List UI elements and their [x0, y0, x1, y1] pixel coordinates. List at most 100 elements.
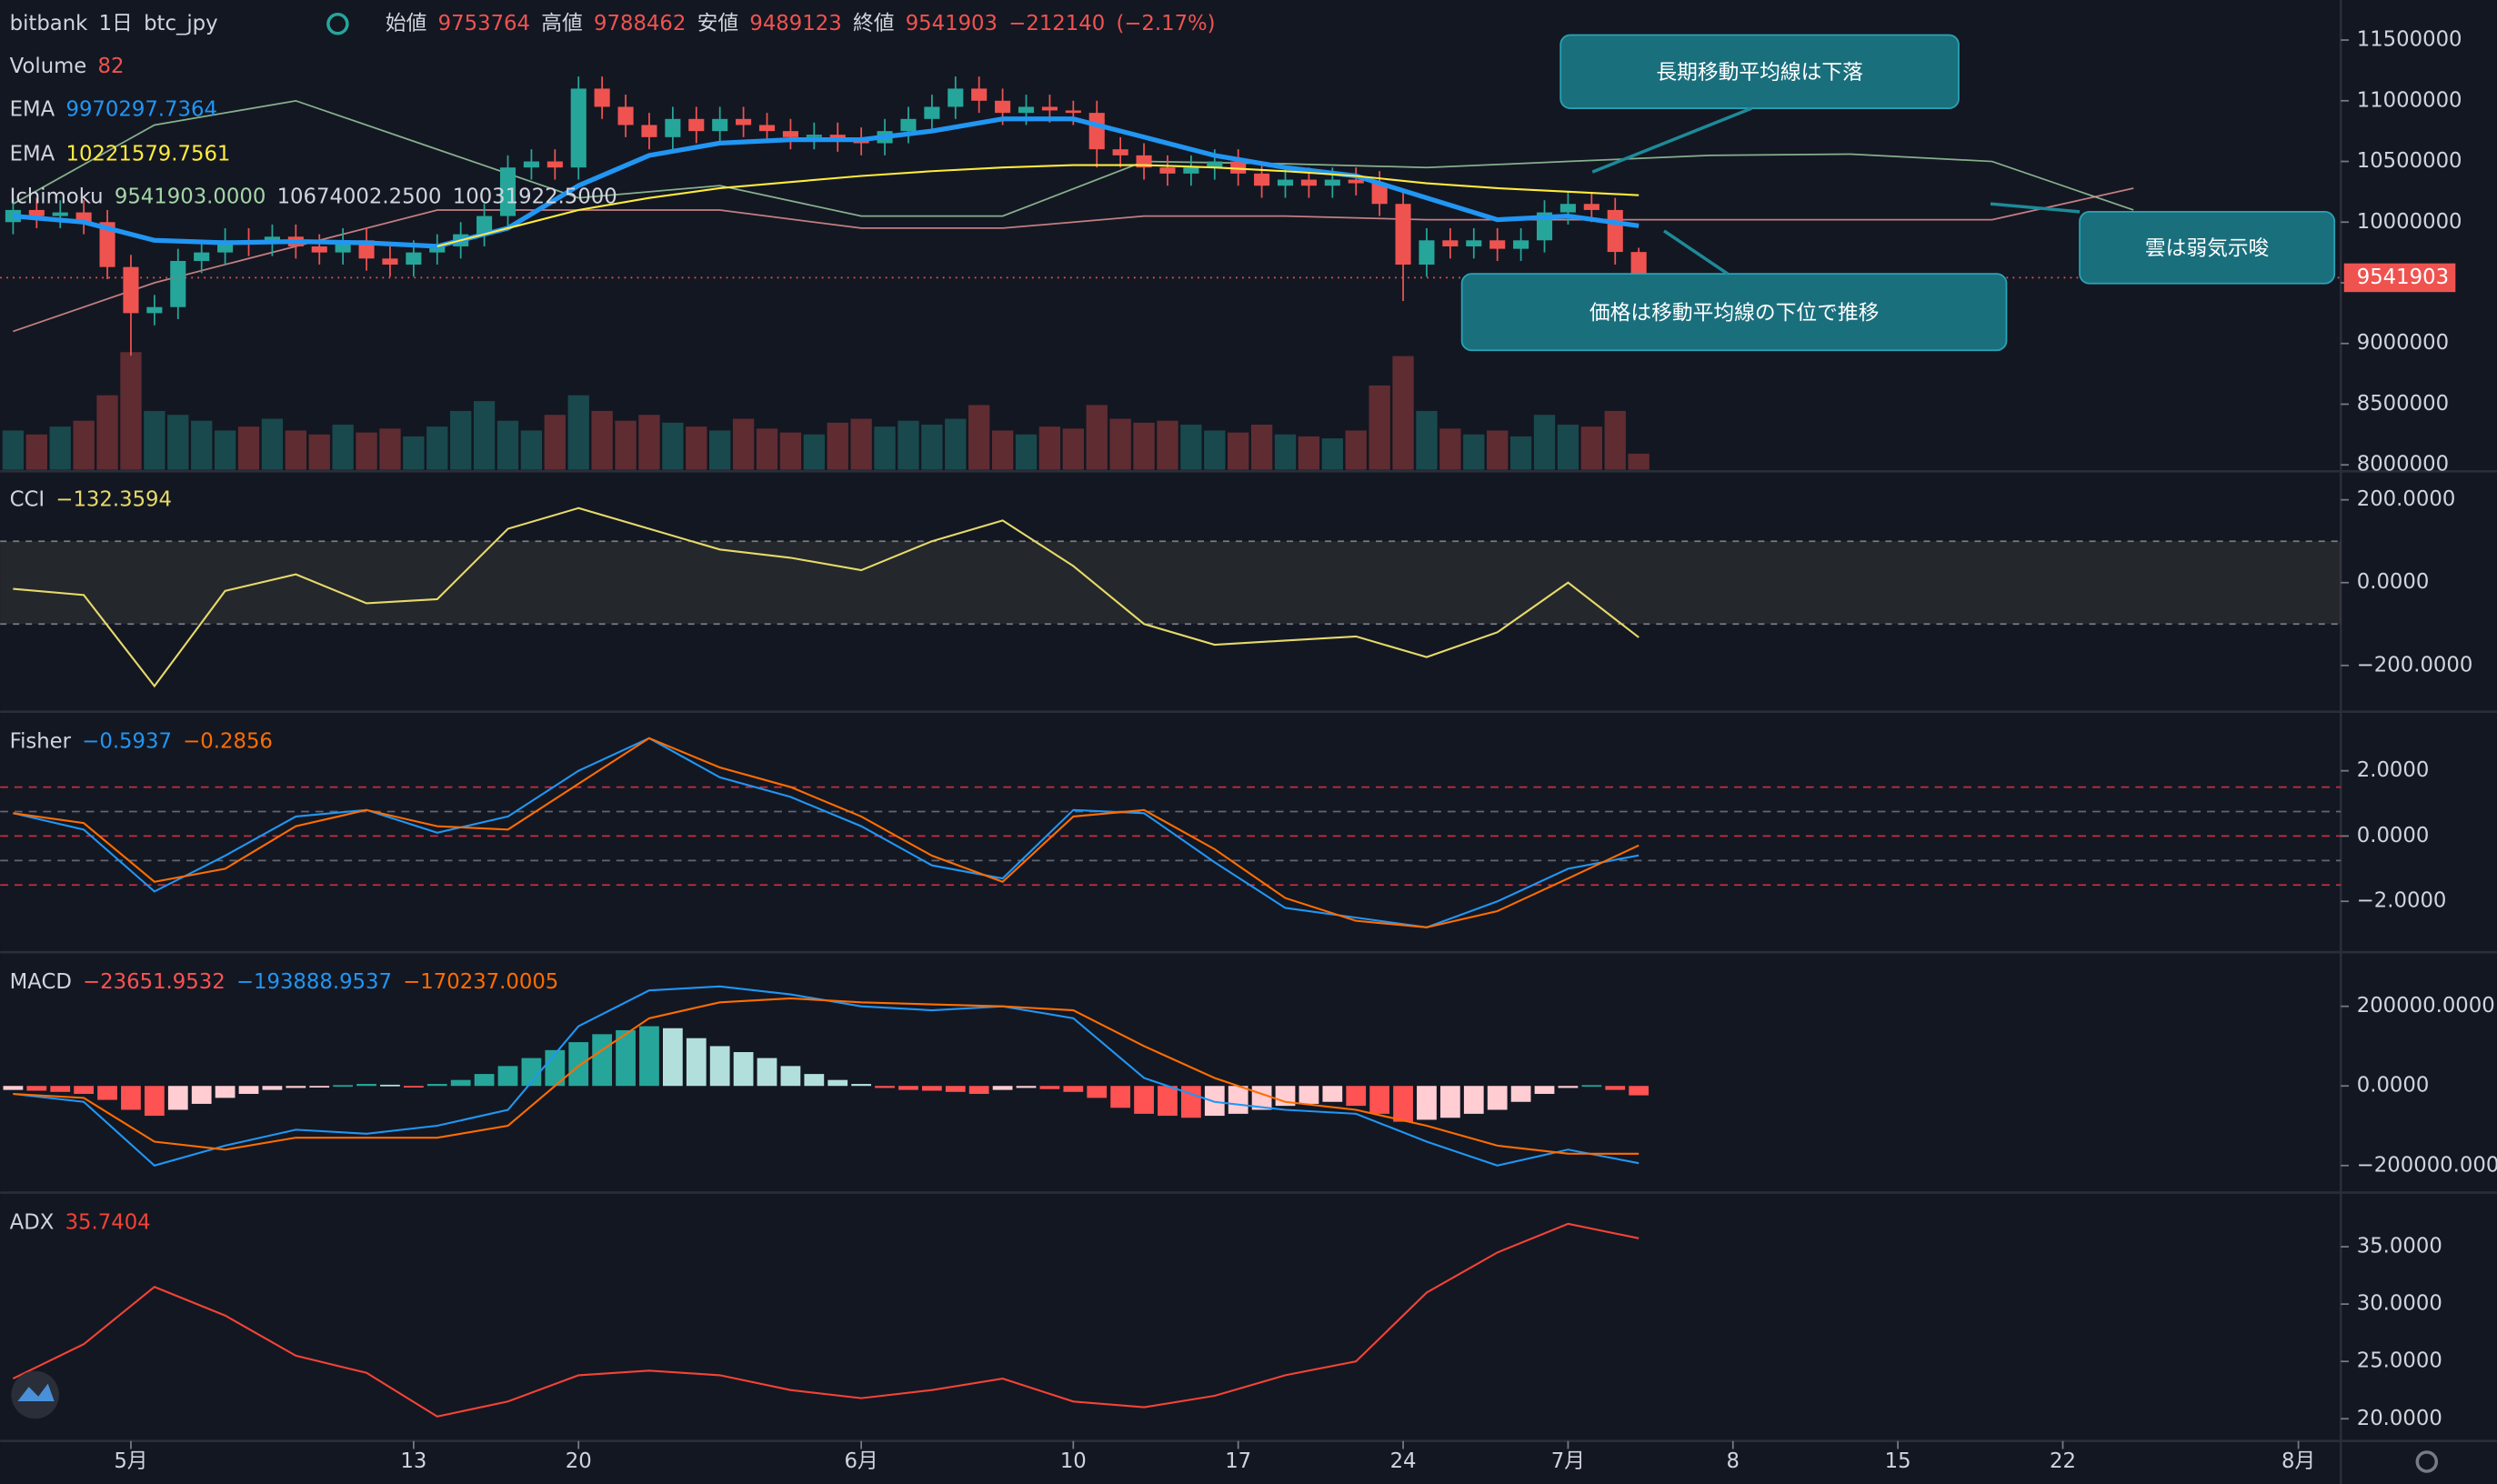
- candle-body: [1513, 240, 1529, 249]
- legend-value: 10674002.2500: [277, 186, 442, 209]
- volume-bar: [1086, 405, 1108, 470]
- candle-body: [523, 161, 539, 168]
- volume-bar: [874, 426, 896, 470]
- legend-title: EMA: [10, 142, 55, 165]
- macd-histogram-bar: [827, 1079, 848, 1087]
- candle-body: [1607, 209, 1623, 253]
- candle-body: [476, 216, 493, 235]
- candle-body: [1395, 204, 1411, 265]
- x-tick-label: 15: [1885, 1449, 1911, 1473]
- candle-body: [406, 252, 422, 265]
- annotation: 価格は移動平均線の下位で推移: [1589, 301, 1880, 325]
- legend-title: Fisher: [10, 730, 72, 754]
- y-tick-label: −2.0000: [2357, 889, 2447, 913]
- macd-histogram-bar: [356, 1084, 376, 1087]
- volume-bar: [1416, 410, 1438, 470]
- volume-bar: [1298, 436, 1320, 470]
- annotation-box: [2079, 211, 2336, 285]
- ohlc-value: 9753764: [438, 12, 530, 35]
- volume-bar: [520, 430, 543, 470]
- annotation-arrow: [1591, 106, 1752, 174]
- volume-bar: [567, 395, 589, 470]
- candle-body: [900, 118, 917, 132]
- volume-bar: [237, 426, 260, 470]
- macd-histogram-bar: [1393, 1086, 1413, 1122]
- candle-body: [1207, 161, 1223, 168]
- macd-histogram-bar: [804, 1074, 825, 1087]
- volume-bar: [1604, 410, 1626, 470]
- candle-body: [311, 246, 327, 253]
- macd-histogram-bar: [639, 1026, 659, 1087]
- x-tick-label: 17: [1225, 1449, 1251, 1473]
- macd-histogram-bar: [662, 1028, 683, 1087]
- plot: 8000000850000090000009500000100000001050…: [0, 12, 2497, 1473]
- macd-histogram-bar: [1016, 1086, 1037, 1088]
- candle-body: [99, 222, 115, 267]
- volume-bar: [1439, 428, 1461, 470]
- settings-icon[interactable]: [2415, 1450, 2439, 1473]
- macd-histogram-bar: [497, 1066, 518, 1087]
- volume-bar: [450, 410, 472, 470]
- macd-histogram-bar: [1534, 1086, 1555, 1094]
- legend-value: 35.7404: [65, 1210, 151, 1234]
- volume-bar: [1228, 432, 1249, 470]
- macd-histogram-bar: [921, 1086, 942, 1091]
- volume-bar: [214, 430, 236, 470]
- macd-histogram-bar: [144, 1086, 165, 1117]
- volume-bar: [332, 424, 354, 470]
- macd-histogram-bar: [333, 1085, 354, 1088]
- candle-body: [806, 135, 822, 137]
- macd-histogram-bar: [1180, 1086, 1201, 1118]
- candle-body: [429, 246, 446, 253]
- macd-histogram-bar: [1087, 1086, 1108, 1098]
- cci-band: [0, 541, 2342, 625]
- candle-body: [1371, 183, 1388, 205]
- macd-histogram-bar: [1158, 1086, 1178, 1117]
- y-tick-label: 8000000: [2357, 453, 2449, 476]
- volume-bar: [1109, 418, 1131, 470]
- ohlc-value: 9541903: [906, 12, 998, 35]
- macd-histogram-bar: [616, 1029, 636, 1087]
- candle-body: [1183, 167, 1199, 174]
- annotation: 雲は弱気示唆: [2145, 237, 2270, 261]
- candle-body: [971, 88, 988, 101]
- volume-bar: [732, 418, 755, 470]
- volume-bar: [73, 420, 95, 470]
- macd-histogram-bar: [1134, 1086, 1154, 1114]
- ema-line: [436, 164, 1640, 247]
- exchange: bitbank: [10, 12, 88, 35]
- x-tick-label: 8: [1727, 1449, 1740, 1473]
- macd-histogram-bar: [167, 1086, 188, 1110]
- volume-bar: [1180, 424, 1202, 470]
- y-tick-label: 30.0000: [2357, 1292, 2442, 1316]
- macd-histogram-bar: [780, 1066, 801, 1087]
- macd-histogram-bar: [1581, 1085, 1602, 1088]
- candle-body: [123, 266, 139, 314]
- candle-body: [170, 260, 186, 307]
- macd-histogram-bar: [945, 1086, 966, 1092]
- candle-body: [1583, 204, 1599, 210]
- y-tick-label: 200000.0000: [2357, 994, 2495, 1018]
- macd-histogram-bar: [3, 1086, 24, 1090]
- macd-histogram-bar: [286, 1086, 306, 1088]
- volume-bar: [662, 422, 684, 470]
- annotation-arrows: [1591, 106, 2081, 276]
- legend-value: −132.3594: [55, 487, 172, 511]
- macd-histogram-bar: [262, 1086, 283, 1090]
- y-tick-label: −200.0000: [2357, 653, 2473, 677]
- macd-histogram-bar: [1369, 1086, 1390, 1114]
- cci-line: [13, 506, 1640, 688]
- volume-bar: [403, 436, 425, 470]
- legend-value: 82: [98, 55, 125, 78]
- candle-body: [570, 88, 587, 168]
- candle-body: [382, 258, 398, 265]
- volume-bar: [496, 420, 519, 470]
- candle-body: [1348, 179, 1364, 184]
- candle-body: [75, 212, 92, 223]
- candle-body: [758, 125, 776, 132]
- volume-bar: [615, 420, 637, 470]
- x-tick-label: 24: [1390, 1449, 1417, 1473]
- legend-title: EMA: [10, 97, 55, 121]
- y-tick-label: 35.0000: [2357, 1235, 2442, 1258]
